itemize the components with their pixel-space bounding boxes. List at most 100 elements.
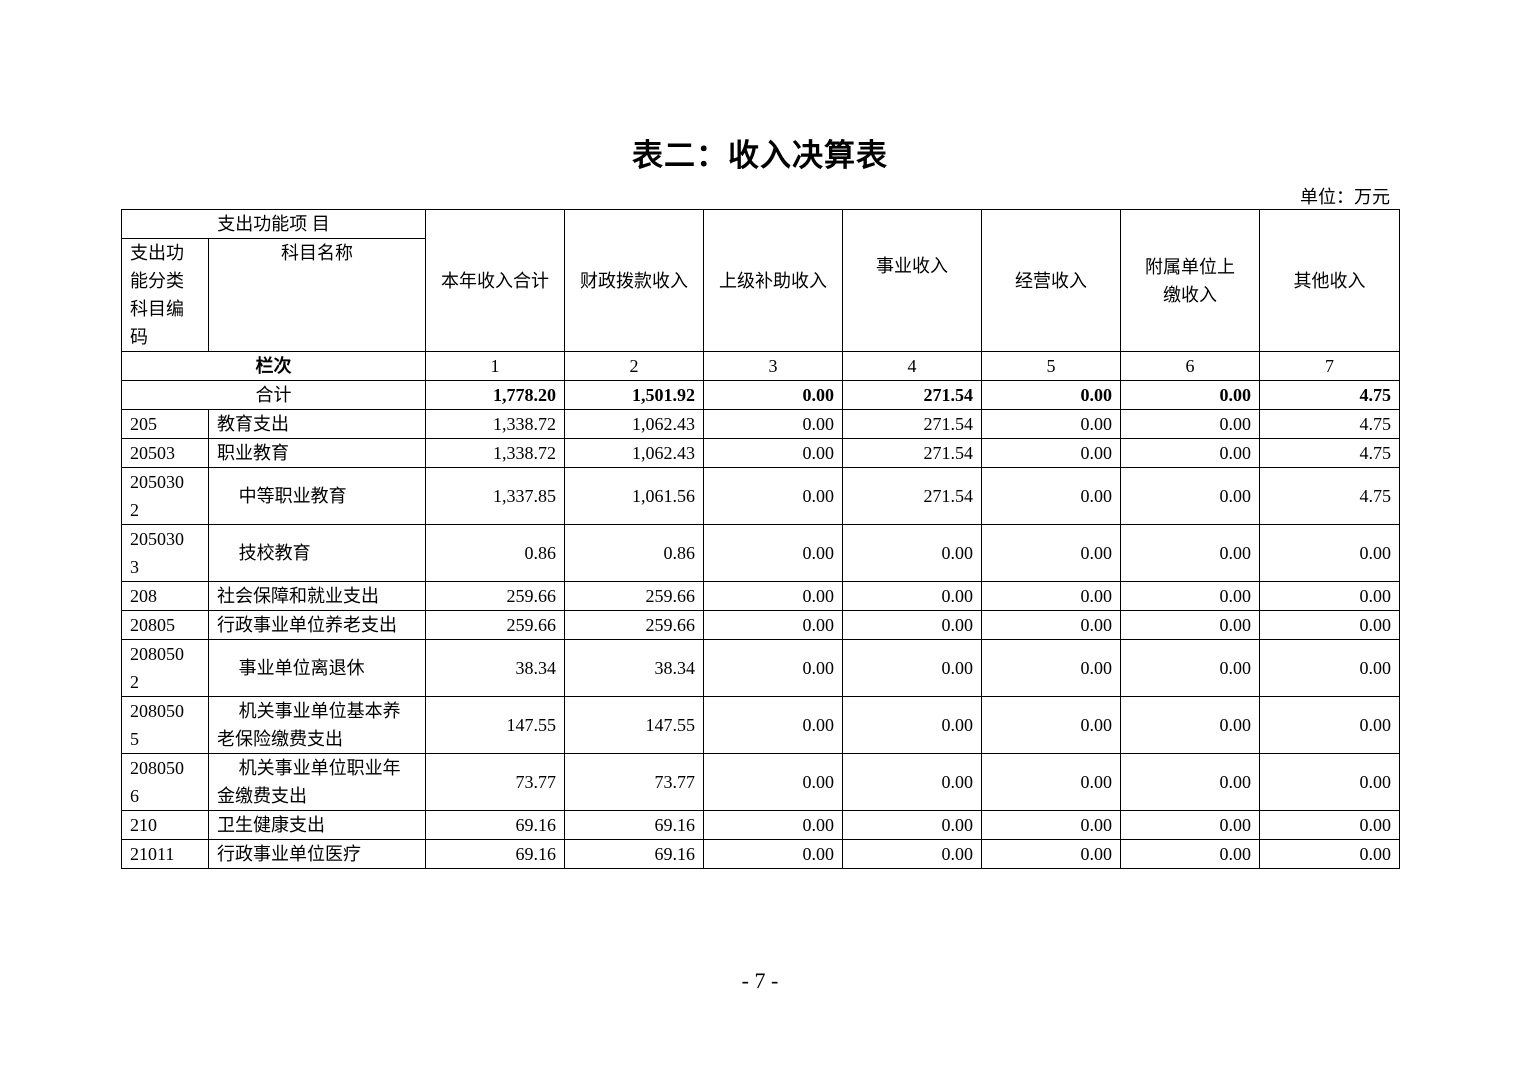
row-name: 机关事业单位职业年金缴费支出 bbox=[208, 753, 426, 811]
row-value: 0.00 bbox=[1259, 810, 1400, 840]
row-value: 4.75 bbox=[1259, 467, 1400, 525]
row-code: 205 bbox=[121, 409, 209, 439]
row-value: 0.00 bbox=[703, 524, 843, 582]
row-value: 73.77 bbox=[425, 753, 565, 811]
index-cell: 5 bbox=[981, 351, 1121, 381]
row-value: 1,062.43 bbox=[564, 438, 704, 468]
row-value: 0.00 bbox=[842, 839, 982, 869]
row-value: 0.00 bbox=[1120, 696, 1260, 754]
page-number: - 7 - bbox=[741, 968, 779, 993]
row-value: 0.00 bbox=[1259, 753, 1400, 811]
row-value: 0.00 bbox=[842, 524, 982, 582]
index-cell: 6 bbox=[1120, 351, 1260, 381]
row-name: 中等职业教育 bbox=[208, 467, 426, 525]
row-value: 0.00 bbox=[1120, 524, 1260, 582]
row-code: 210 bbox=[121, 810, 209, 840]
row-name: 事业单位离退休 bbox=[208, 639, 426, 697]
row-code: 2080502 bbox=[121, 639, 209, 697]
row-value: 69.16 bbox=[564, 810, 704, 840]
row-code-text: 20503 bbox=[130, 443, 175, 463]
row-value: 38.34 bbox=[564, 639, 704, 697]
total-value: 271.54 bbox=[842, 380, 982, 410]
table-row: 2050303 技校教育 0.86 0.86 0.00 0.00 0.00 0.00 0.00 bbox=[121, 524, 1400, 582]
row-value: 0.00 bbox=[842, 810, 982, 840]
row-code-text: 20805 bbox=[130, 615, 175, 635]
row-value: 0.86 bbox=[564, 524, 704, 582]
table-row: 2050302 中等职业教育 1,337.85 1,061.56 0.00 271.54 0… bbox=[121, 467, 1400, 525]
row-value: 0.00 bbox=[1120, 810, 1260, 840]
row-value: 0.00 bbox=[981, 839, 1121, 869]
row-value: 0.00 bbox=[1120, 581, 1260, 611]
row-code: 2050302 bbox=[121, 467, 209, 525]
header-code: 支出功能分类科目编码 bbox=[121, 238, 209, 352]
row-value: 0.00 bbox=[1259, 839, 1400, 869]
row-value: 0.00 bbox=[1259, 581, 1400, 611]
row-value: 0.00 bbox=[703, 839, 843, 869]
row-value: 0.00 bbox=[842, 639, 982, 697]
row-value: 0.00 bbox=[1120, 639, 1260, 697]
row-value: 271.54 bbox=[842, 467, 982, 525]
row-name: 教育支出 bbox=[208, 409, 426, 439]
row-value: 0.00 bbox=[981, 696, 1121, 754]
row-code-text: 205 bbox=[130, 414, 157, 434]
row-value: 0.00 bbox=[842, 696, 982, 754]
row-value: 0.00 bbox=[981, 467, 1121, 525]
table-row: 210 卫生健康支出 69.16 69.16 0.00 0.00 0.00 0.00 0.00 bbox=[121, 810, 1400, 840]
row-name: 机关事业单位基本养老保险缴费支出 bbox=[208, 696, 426, 754]
index-cell: 2 bbox=[564, 351, 704, 381]
row-value: 0.00 bbox=[842, 610, 982, 640]
row-value: 69.16 bbox=[425, 810, 565, 840]
table-row: 2080505 机关事业单位基本养老保险缴费支出 147.55 147.55 0.00 0… bbox=[121, 696, 1400, 754]
index-label: 栏次 bbox=[121, 351, 426, 381]
row-value: 0.00 bbox=[703, 581, 843, 611]
row-value: 69.16 bbox=[564, 839, 704, 869]
col-header: 其他收入 bbox=[1259, 209, 1400, 352]
row-code: 20805 bbox=[121, 610, 209, 640]
header-group: 支出功能项 目 bbox=[121, 209, 426, 239]
row-value: 1,062.43 bbox=[564, 409, 704, 439]
row-value: 0.00 bbox=[981, 524, 1121, 582]
row-value: 0.00 bbox=[981, 409, 1121, 439]
total-value: 0.00 bbox=[1120, 380, 1260, 410]
row-code-text: 2050303 bbox=[130, 529, 184, 577]
row-value: 0.00 bbox=[981, 581, 1121, 611]
row-value: 1,337.85 bbox=[425, 467, 565, 525]
row-value: 0.00 bbox=[703, 610, 843, 640]
total-value: 0.00 bbox=[703, 380, 843, 410]
row-name: 技校教育 bbox=[208, 524, 426, 582]
row-name: 社会保障和就业支出 bbox=[208, 581, 426, 611]
row-code: 2080505 bbox=[121, 696, 209, 754]
col-header: 财政拨款收入 bbox=[564, 209, 704, 352]
row-code-text: 210 bbox=[130, 815, 157, 835]
row-value: 0.86 bbox=[425, 524, 565, 582]
row-code: 208 bbox=[121, 581, 209, 611]
row-code: 2080506 bbox=[121, 753, 209, 811]
total-value: 1,501.92 bbox=[564, 380, 704, 410]
row-name: 行政事业单位养老支出 bbox=[208, 610, 426, 640]
row-value: 0.00 bbox=[1120, 610, 1260, 640]
col-header: 事业收入 bbox=[842, 209, 982, 352]
row-value: 259.66 bbox=[564, 581, 704, 611]
row-value: 0.00 bbox=[703, 810, 843, 840]
table-row: 20503 职业教育 1,338.72 1,062.43 0.00 271.54 0.00 0… bbox=[121, 438, 1400, 468]
row-value: 69.16 bbox=[425, 839, 565, 869]
col-header: 附属单位上缴收入 bbox=[1120, 209, 1260, 352]
table-row: 208 社会保障和就业支出 259.66 259.66 0.00 0.00 0.00 0.00… bbox=[121, 581, 1400, 611]
index-cell: 1 bbox=[425, 351, 565, 381]
total-value: 0.00 bbox=[981, 380, 1121, 410]
table-row: 2080506 机关事业单位职业年金缴费支出 73.77 73.77 0.00 0.00 0… bbox=[121, 753, 1400, 811]
table-row: 205 教育支出 1,338.72 1,062.43 0.00 271.54 0.00 0.0… bbox=[121, 409, 1400, 439]
total-value: 1,778.20 bbox=[425, 380, 565, 410]
col-header: 本年收入合计 bbox=[425, 209, 565, 352]
index-cell: 3 bbox=[703, 351, 843, 381]
income-table: 支出功能项 目 本年收入合计 财政拨款收入 上级补助收入 事业收入 经营收入 附… bbox=[121, 209, 1400, 869]
row-value: 0.00 bbox=[1120, 839, 1260, 869]
row-value: 0.00 bbox=[842, 581, 982, 611]
col-header: 经营收入 bbox=[981, 209, 1121, 352]
row-value: 4.75 bbox=[1259, 409, 1400, 439]
row-value: 0.00 bbox=[842, 753, 982, 811]
col-header: 上级补助收入 bbox=[703, 209, 843, 352]
row-value: 0.00 bbox=[703, 438, 843, 468]
row-code-text: 21011 bbox=[130, 844, 175, 864]
row-code: 21011 bbox=[121, 839, 209, 869]
